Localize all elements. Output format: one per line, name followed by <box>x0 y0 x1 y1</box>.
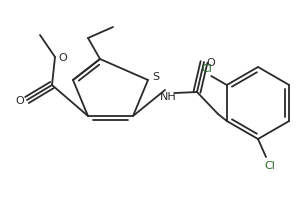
Text: O: O <box>207 58 215 68</box>
Text: S: S <box>152 72 160 82</box>
Text: Cl: Cl <box>202 64 213 74</box>
Text: O: O <box>58 53 67 63</box>
Text: Cl: Cl <box>265 160 275 170</box>
Text: O: O <box>16 96 24 105</box>
Text: NH: NH <box>160 92 176 101</box>
